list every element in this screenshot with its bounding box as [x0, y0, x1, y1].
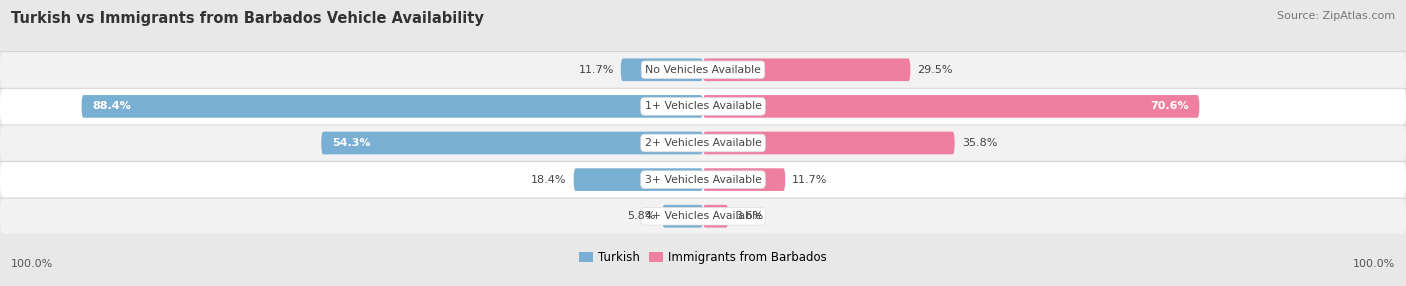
Text: 5.8%: 5.8% [627, 211, 655, 221]
FancyBboxPatch shape [0, 52, 1406, 87]
Text: 3+ Vehicles Available: 3+ Vehicles Available [644, 175, 762, 184]
Text: Source: ZipAtlas.com: Source: ZipAtlas.com [1277, 11, 1395, 21]
Text: 29.5%: 29.5% [917, 65, 953, 75]
Text: 100.0%: 100.0% [1353, 259, 1395, 269]
Text: 4+ Vehicles Available: 4+ Vehicles Available [644, 211, 762, 221]
FancyBboxPatch shape [703, 168, 785, 191]
FancyBboxPatch shape [82, 95, 703, 118]
Text: Turkish vs Immigrants from Barbados Vehicle Availability: Turkish vs Immigrants from Barbados Vehi… [11, 11, 484, 26]
Text: 88.4%: 88.4% [91, 102, 131, 111]
FancyBboxPatch shape [321, 132, 703, 154]
Text: 100.0%: 100.0% [11, 259, 53, 269]
FancyBboxPatch shape [0, 199, 1406, 234]
FancyBboxPatch shape [703, 95, 1199, 118]
Legend: Turkish, Immigrants from Barbados: Turkish, Immigrants from Barbados [575, 247, 831, 269]
Text: 35.8%: 35.8% [962, 138, 997, 148]
Text: 1+ Vehicles Available: 1+ Vehicles Available [644, 102, 762, 111]
FancyBboxPatch shape [574, 168, 703, 191]
Text: 11.7%: 11.7% [793, 175, 828, 184]
FancyBboxPatch shape [0, 89, 1406, 124]
Text: 2+ Vehicles Available: 2+ Vehicles Available [644, 138, 762, 148]
FancyBboxPatch shape [621, 58, 703, 81]
FancyBboxPatch shape [703, 205, 728, 228]
FancyBboxPatch shape [703, 58, 911, 81]
FancyBboxPatch shape [0, 162, 1406, 197]
FancyBboxPatch shape [0, 126, 1406, 160]
Text: 70.6%: 70.6% [1150, 102, 1189, 111]
Text: 54.3%: 54.3% [332, 138, 370, 148]
Text: 3.6%: 3.6% [735, 211, 763, 221]
Text: No Vehicles Available: No Vehicles Available [645, 65, 761, 75]
FancyBboxPatch shape [662, 205, 703, 228]
FancyBboxPatch shape [703, 132, 955, 154]
Text: 18.4%: 18.4% [531, 175, 567, 184]
Text: 11.7%: 11.7% [578, 65, 614, 75]
